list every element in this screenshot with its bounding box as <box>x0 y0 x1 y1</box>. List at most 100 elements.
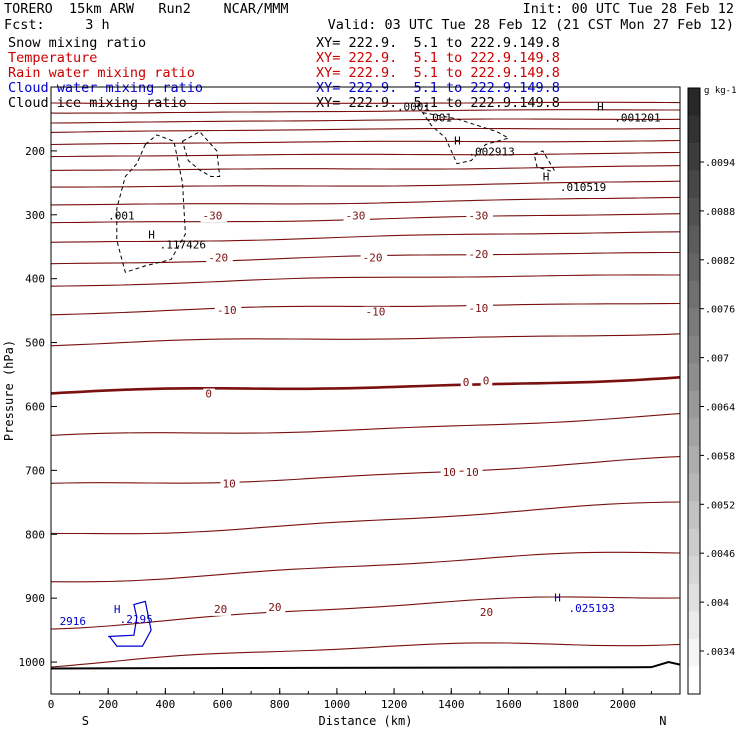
x-tick-label: 1400 <box>438 698 465 711</box>
colorbar-segment <box>688 391 700 419</box>
isotherm-label: 20 <box>214 603 227 616</box>
isotherm-label: -20 <box>363 251 383 264</box>
colorbar-segment <box>688 666 700 695</box>
x-tick-label: 800 <box>270 698 290 711</box>
colorbar-segment <box>688 638 700 667</box>
isotherm-label: -20 <box>468 248 488 261</box>
x-tick-label: 1200 <box>381 698 408 711</box>
isotherm-label: -30 <box>468 209 488 222</box>
y-tick-label: 400 <box>25 273 45 286</box>
isotherm-label: 10 <box>466 466 479 479</box>
colorbar-segment <box>688 308 700 337</box>
y-tick-label: 200 <box>25 145 45 158</box>
chart-title: TORERO 15km ARW Run2 NCAR/MMM <box>4 1 289 17</box>
contour-label-bg <box>477 607 497 620</box>
colorbar-tick-label: .0082 <box>705 256 735 267</box>
contour-label-bg <box>466 249 493 262</box>
isotherm-line <box>50 333 681 347</box>
x-tick-label: 0 <box>48 698 55 711</box>
extremum-label: H <box>114 603 121 616</box>
isotherm-label: -30 <box>345 209 365 222</box>
isotherm-line <box>50 302 681 316</box>
y-tick-label: 500 <box>25 337 45 350</box>
colorbar-segment <box>688 528 700 557</box>
x-tick-label: 600 <box>213 698 233 711</box>
y-axis-label: Pressure (hPa) <box>2 340 16 441</box>
isotherm-line <box>50 118 681 124</box>
cloud-ice-contours <box>116 111 555 273</box>
colorbar-tick-label: .004 <box>705 598 729 609</box>
colorbar-tick-label: .0064 <box>705 403 735 414</box>
contour-label-bg <box>206 252 233 265</box>
y-tick-label: 800 <box>25 528 45 541</box>
cloud-ice-contour <box>116 134 186 273</box>
isotherm-label: 20 <box>268 601 281 614</box>
contour-label-bg <box>363 306 390 319</box>
field-label-temperature: Temperature <box>8 50 98 66</box>
colorbar-tick-label: .0034 <box>705 647 735 658</box>
isotherm-line <box>50 127 681 133</box>
colorbar-tick-label: .0076 <box>705 305 735 316</box>
colorbar-segment <box>688 253 700 282</box>
isotherm-line <box>50 101 681 105</box>
isotherm-label: -20 <box>208 251 228 264</box>
isotherm-line <box>50 165 681 171</box>
x-tick-label: 1000 <box>324 698 351 711</box>
colorbar-segment <box>688 115 700 144</box>
colorbar-segment <box>688 501 700 530</box>
colorbar-segment <box>688 88 700 116</box>
extremum-label: .002913 <box>468 145 514 158</box>
colorbar-tick-label: .0088 <box>705 207 735 218</box>
isotherm-line <box>50 196 681 206</box>
contour-label-bg <box>360 252 388 265</box>
isotherm-line <box>50 151 681 158</box>
cloud-ice-contour <box>181 131 221 177</box>
contour-label-bg <box>203 388 215 401</box>
valid-time: Valid: 03 UTC Tue 28 Feb 12 (21 CST Mon … <box>327 17 734 33</box>
contour-label-bg <box>266 601 286 614</box>
colorbar-segment <box>688 446 700 474</box>
field-xy-temperature: XY= 222.9. 5.1 to 222.9.149.8 <box>316 50 560 66</box>
colorbar-tick-label: .0046 <box>705 549 735 560</box>
isotherm-line <box>50 596 681 630</box>
extremum-label: .001 <box>426 112 453 125</box>
field-xy-snow: XY= 222.9. 5.1 to 222.9.149.8 <box>316 35 560 51</box>
contour-label-bg <box>211 603 231 616</box>
colorbar-tick-label: .0058 <box>705 451 735 462</box>
colorbar-segment <box>688 225 700 254</box>
contour-label-bg <box>343 210 370 223</box>
contour-label-bg <box>463 467 483 480</box>
colorbar-tick-label: .007 <box>705 354 729 365</box>
isotherm-line <box>50 376 681 395</box>
isotherm-label: 0 <box>205 388 212 401</box>
x-tick-label: 1600 <box>495 698 522 711</box>
isotherm-label: -10 <box>468 302 488 315</box>
y-tick-label: 600 <box>25 400 45 413</box>
init-time: Init: 00 UTC Tue 28 Feb 12 <box>522 1 734 17</box>
colorbar-segment <box>688 418 700 447</box>
isotherm-line <box>50 139 681 146</box>
colorbar-tick-label: .0052 <box>705 500 735 511</box>
y-tick-label: 900 <box>25 592 45 605</box>
cloud-water-contour <box>108 600 152 647</box>
isotherm-label: -10 <box>366 306 386 319</box>
contour-label-bg <box>466 210 493 223</box>
contour-label-bg <box>200 210 228 223</box>
isotherm-label: 0 <box>483 375 490 388</box>
isotherm-label: -10 <box>217 304 237 317</box>
colorbar-border <box>687 87 701 695</box>
x-tick-label: 200 <box>98 698 118 711</box>
colorbar-segment <box>688 556 700 585</box>
field-label-snow: Snow mixing ratio <box>8 35 147 51</box>
x-tick-label: 400 <box>155 698 175 711</box>
isotherm-line <box>50 456 681 484</box>
isotherm-label: 10 <box>223 478 236 491</box>
isotherm-label: -30 <box>203 209 223 222</box>
colorbar-segment <box>688 280 700 309</box>
contour-label-bg <box>214 304 242 317</box>
contour-label-bg <box>220 478 240 491</box>
surface-line <box>50 661 681 670</box>
extremum-label: .001201 <box>614 112 660 125</box>
